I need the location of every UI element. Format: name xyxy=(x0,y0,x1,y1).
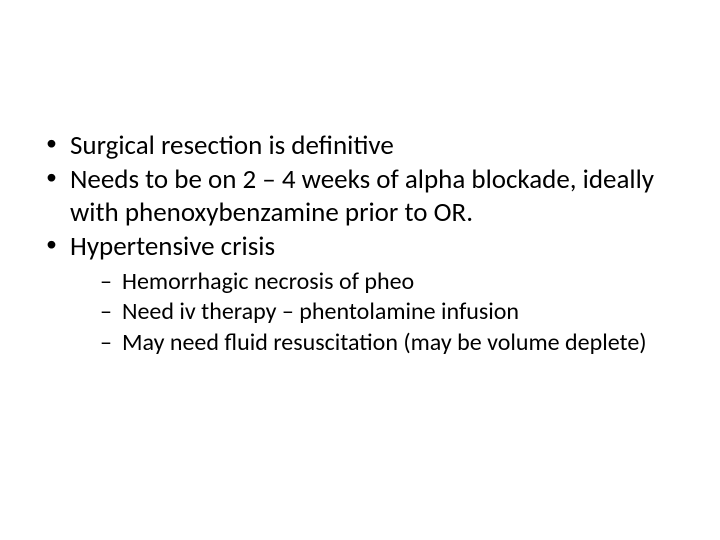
list-item: Need iv therapy – phentolamine infusion xyxy=(100,298,660,327)
list-item: Hemorrhagic necrosis of pheo xyxy=(100,268,660,297)
list-item: Hypertensive crisis Hemorrhagic necrosis… xyxy=(40,231,660,358)
bullet-list-level2: Hemorrhagic necrosis of pheo Need iv the… xyxy=(70,268,660,358)
list-item: Surgical resection is definitive xyxy=(40,130,660,162)
list-item-text: Hemorrhagic necrosis of pheo xyxy=(122,267,414,296)
list-item-text: Need iv therapy – phentolamine infusion xyxy=(122,297,519,326)
slide: Surgical resection is definitive Needs t… xyxy=(0,0,720,540)
list-item-text: Needs to be on 2 – 4 weeks of alpha bloc… xyxy=(70,163,654,228)
list-item-text: May need fluid resuscitation (may be vol… xyxy=(122,328,647,357)
list-item-text: Hypertensive crisis xyxy=(70,230,275,263)
list-item-text: Surgical resection is definitive xyxy=(70,129,394,162)
list-item: Needs to be on 2 – 4 weeks of alpha bloc… xyxy=(40,164,660,229)
bullet-list-level1: Surgical resection is definitive Needs t… xyxy=(40,130,660,358)
list-item: May need fluid resuscitation (may be vol… xyxy=(100,329,660,358)
